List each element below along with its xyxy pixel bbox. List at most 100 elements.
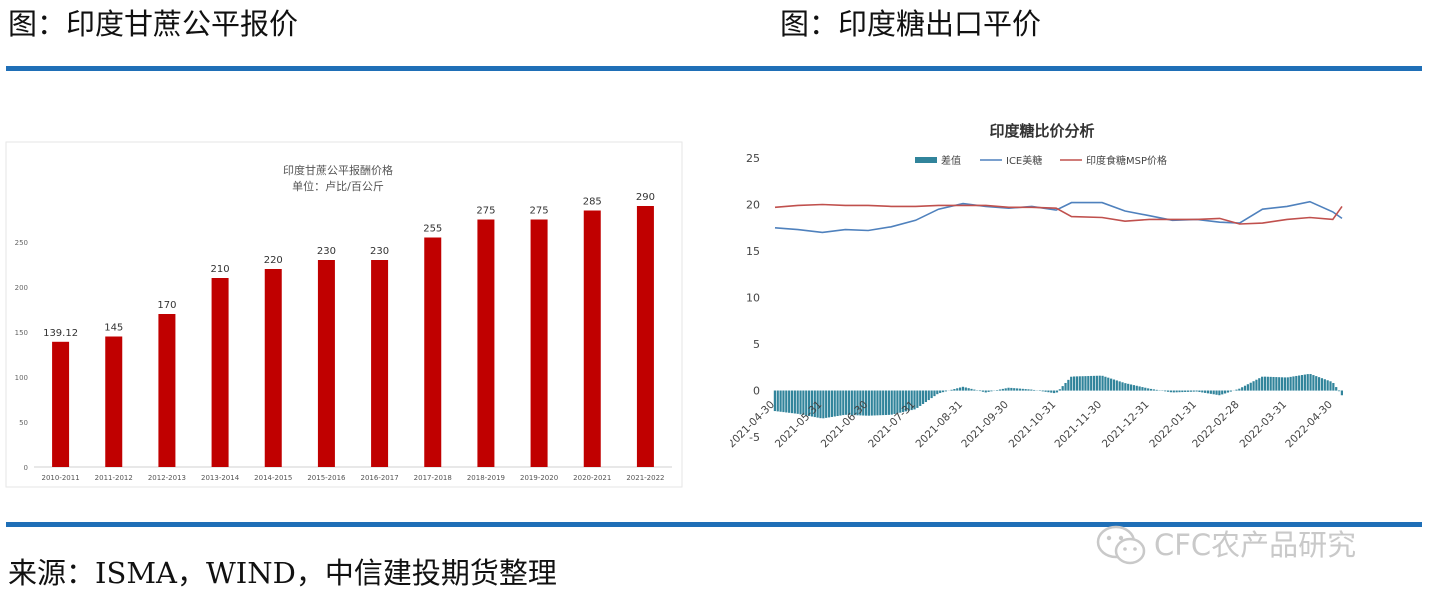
- bar: [317, 260, 335, 467]
- diff-bar: [810, 390, 814, 417]
- source-note: 来源：ISMA，WIND，中信建投期货整理: [8, 556, 557, 590]
- diff-bar: [1030, 389, 1033, 391]
- diff-bar: [1095, 375, 1098, 391]
- diff-bar: [1044, 390, 1047, 392]
- bar: [530, 219, 548, 467]
- x-tick-label: 2022-03-31: [1237, 399, 1289, 451]
- bar: [264, 269, 282, 467]
- diff-bar: [1098, 375, 1101, 391]
- diff-bar: [1283, 377, 1287, 391]
- diff-bar: [921, 390, 925, 404]
- x-tick-label: 2021-11-30: [1053, 399, 1105, 451]
- diff-bar: [939, 390, 942, 393]
- diff-bar: [788, 390, 791, 413]
- diff-bar: [1007, 387, 1010, 391]
- diff-bar: [1309, 374, 1312, 391]
- cane-price-bar-chart: 印度甘蔗公平报酬价格 单位：卢比/百公斤 0 50 100 150 200 250 139…: [5, 141, 683, 488]
- diff-bar: [1295, 375, 1298, 391]
- diff-bar: [1337, 390, 1341, 392]
- diff-bar: [1206, 390, 1210, 394]
- diff-bar: [807, 390, 811, 416]
- diff-bar: [1235, 389, 1238, 391]
- diff-bar: [1104, 376, 1107, 391]
- diff-bar: [1204, 390, 1207, 393]
- diff-bar: [864, 390, 868, 416]
- diff-bar: [1070, 376, 1073, 391]
- diff-bar: [1055, 390, 1059, 393]
- sugar-parity-line-chart: 印度糖比价分析 差值 ICE美糖 印度食糖MSP价格 -5 0 5 10 15 20 25 20…: [730, 122, 1343, 451]
- bar: [211, 278, 229, 467]
- bar: [636, 206, 654, 467]
- bar: [371, 260, 389, 467]
- diff-bar: [839, 390, 842, 416]
- watermark-text: CFC农产品研究: [1154, 528, 1357, 562]
- y-tick-label: 200: [15, 284, 28, 292]
- diff-bar: [1147, 388, 1150, 391]
- diff-bar: [1332, 383, 1335, 391]
- diff-bar: [1152, 389, 1155, 391]
- diff-bar: [853, 390, 856, 416]
- diff-bar: [1041, 390, 1044, 392]
- diff-bar: [913, 390, 916, 410]
- diff-bar: [964, 387, 967, 391]
- diff-bar: [1047, 390, 1050, 393]
- diff-bar: [981, 390, 984, 392]
- diff-bar: [1018, 388, 1022, 391]
- bar: [158, 314, 176, 467]
- diff-bar: [924, 390, 928, 403]
- diff-bar: [1155, 389, 1158, 391]
- diff-bar: [876, 390, 879, 416]
- diff-bar: [978, 390, 982, 392]
- diff-bar: [819, 390, 822, 419]
- diff-bar: [910, 390, 913, 411]
- ice-sugar-line: [774, 200, 1343, 234]
- bar: [52, 341, 70, 467]
- diff-bar: [796, 390, 799, 414]
- diff-bar: [904, 390, 908, 412]
- diff-bar: [1053, 390, 1056, 394]
- diff-bar: [816, 390, 819, 418]
- diff-bar: [799, 390, 802, 415]
- data-label: 285: [583, 197, 602, 208]
- diff-bar: [1024, 389, 1027, 391]
- diff-bar: [805, 390, 808, 416]
- diff-bar: [1118, 381, 1121, 391]
- y-tick-label: 15: [746, 245, 760, 258]
- diff-bar: [1312, 375, 1315, 391]
- y-tick-label: 100: [15, 374, 28, 382]
- x-tick-label: 2017-2018: [414, 474, 452, 482]
- diff-bar: [1001, 388, 1004, 391]
- diff-bar: [1110, 378, 1113, 391]
- bar: [105, 336, 123, 467]
- diff-bar: [1320, 378, 1324, 391]
- diff-bar: [1101, 375, 1104, 391]
- diff-bar: [867, 390, 871, 416]
- diff-bar: [1172, 390, 1175, 393]
- chart-title: 印度糖比价分析: [989, 122, 1094, 140]
- diff-bar: [956, 388, 959, 391]
- y-tick-label: 25: [746, 152, 760, 165]
- x-tick-label: 2010-2011: [42, 474, 80, 482]
- diff-bar: [1121, 382, 1124, 391]
- x-tick-label: 2013-2014: [201, 474, 240, 482]
- diff-bar: [1243, 385, 1247, 391]
- diff-bar: [802, 390, 805, 415]
- diff-bar: [1252, 381, 1255, 391]
- legend-swatch-diff: [915, 157, 937, 163]
- diff-bar: [970, 388, 973, 391]
- diff-bar: [1278, 377, 1281, 391]
- diff-bar: [1135, 385, 1138, 391]
- diff-bar: [1004, 388, 1007, 391]
- diff-bar: [825, 390, 828, 418]
- chart-title: 印度甘蔗公平报酬价格: [283, 163, 393, 177]
- diff-bar: [1192, 390, 1195, 392]
- diff-bar: [1064, 382, 1067, 391]
- x-tick-label: 2020-2021: [573, 474, 611, 482]
- diff-bar: [1169, 390, 1173, 393]
- x-tick-label: 2018-2019: [467, 474, 505, 482]
- diff-bar: [890, 390, 893, 415]
- diff-bar: [927, 390, 930, 401]
- diff-bar: [785, 390, 788, 413]
- diff-bar: [1261, 376, 1264, 391]
- bottom-divider: [6, 522, 1422, 527]
